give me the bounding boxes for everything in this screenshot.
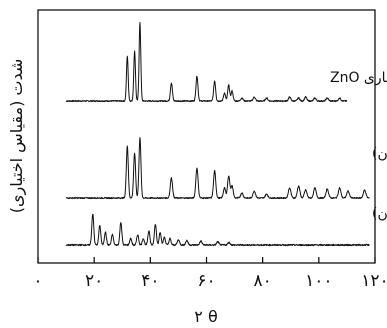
x-tick-label: ۰ — [33, 271, 42, 291]
series-label-calcined: نانو ZnO (بعد از کلسینه‌کردن) — [372, 146, 387, 162]
series-label-uncalcined: نانو ZnO (قبل از کلسینه‌کردن) — [372, 206, 387, 222]
series-line-2 — [65, 213, 370, 247]
x-tick-label: ۶۰ — [197, 271, 215, 291]
x-tick-label: ۴۰ — [141, 271, 159, 291]
series-label-commercial: تجاری ZnO — [330, 70, 387, 86]
plot-frame — [37, 9, 376, 264]
x-tick-label: ۸۰ — [254, 271, 272, 291]
y-axis-label: شدت (مقیاس اختیاری) — [7, 59, 27, 214]
series-line-0 — [65, 21, 348, 103]
series-line-1 — [65, 137, 370, 200]
x-tick-label: ۱۲۰ — [361, 271, 387, 291]
series-layer — [65, 21, 370, 247]
x-tick-label: ۱۰۰ — [305, 271, 332, 291]
x-ticks: ۰ ۲۰ ۴۰ ۶۰ ۸۰ ۱۰۰ ۱۲۰ — [33, 257, 387, 291]
x-axis-label: ۲ θ — [194, 307, 217, 326]
x-tick-label: ۲۰ — [85, 271, 103, 291]
